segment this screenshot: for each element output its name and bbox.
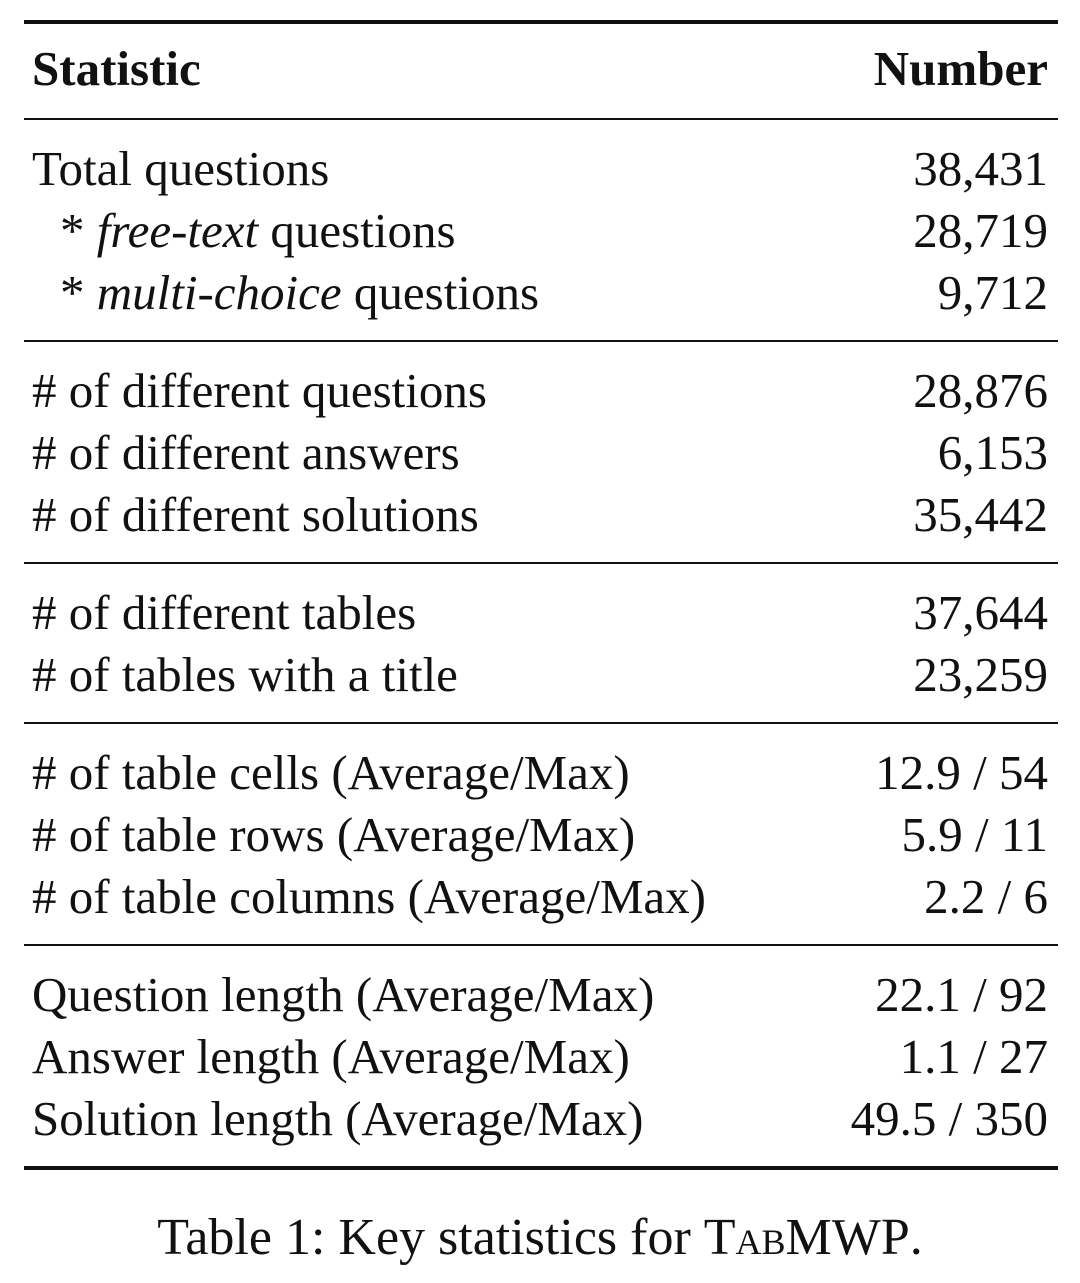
row-label: # of table columns (Average/Max)	[32, 869, 706, 924]
table-row: # of different solutions 35,442	[24, 484, 1058, 546]
row-value: 1.1 / 27	[899, 1029, 1048, 1084]
row-label: # of different solutions	[32, 487, 479, 542]
bottom-rule	[24, 1166, 1058, 1170]
table-row: Total questions 38,431	[24, 138, 1058, 200]
group-table-size: # of table cells (Average/Max) 12.9 / 54…	[24, 724, 1058, 944]
table-row: # of table columns (Average/Max) 2.2 / 6	[24, 866, 1058, 928]
caption-prefix: Table 1: Key statistics for	[157, 1209, 704, 1266]
row-label: # of different questions	[32, 363, 487, 418]
row-label-emphasis: multi-choice	[96, 265, 342, 320]
table-header: Statistic Number	[24, 24, 1058, 118]
row-label: # of table rows (Average/Max)	[32, 807, 636, 862]
row-value: 28,719	[913, 203, 1048, 258]
table-row: Answer length (Average/Max) 1.1 / 27	[24, 1026, 1058, 1088]
group-rule	[24, 722, 1058, 724]
header-rule	[24, 118, 1058, 120]
row-value: 9,712	[937, 265, 1048, 320]
row-label: # of table cells (Average/Max)	[32, 745, 630, 800]
row-value: 38,431	[913, 141, 1048, 196]
header-number: Number	[873, 41, 1048, 96]
table-caption: Table 1: Key statistics for TabMWP.	[0, 1205, 1080, 1271]
caption-dataset-name: TabMWP	[703, 1209, 910, 1266]
row-label: Total questions	[32, 141, 330, 196]
row-value: 28,876	[913, 363, 1048, 418]
row-label-suffix: questions	[258, 203, 456, 258]
group-differences: # of different questions 28,876 # of dif…	[24, 342, 1058, 562]
row-value: 49.5 / 350	[850, 1091, 1048, 1146]
row-value: 37,644	[913, 585, 1048, 640]
statistics-table: Statistic Number Total questions 38,431 …	[24, 20, 1058, 1170]
row-value: 35,442	[913, 487, 1048, 542]
group-question-counts: Total questions 38,431 * free-text quest…	[24, 120, 1058, 340]
row-label: Question length (Average/Max)	[32, 967, 655, 1022]
table-row: # of table cells (Average/Max) 12.9 / 54	[24, 742, 1058, 804]
row-label-emphasis: free-text	[96, 203, 259, 258]
row-label: Solution length (Average/Max)	[32, 1091, 644, 1146]
group-rule	[24, 562, 1058, 564]
table-row: Solution length (Average/Max) 49.5 / 350	[24, 1088, 1058, 1150]
caption-suffix: .	[909, 1209, 923, 1266]
row-value: 6,153	[937, 425, 1048, 480]
row-label: # of tables with a title	[32, 647, 458, 702]
group-rule	[24, 944, 1058, 946]
row-label-prefix: *	[60, 203, 97, 258]
row-label: # of different tables	[32, 585, 417, 640]
table-row: # of tables with a title 23,259	[24, 644, 1058, 706]
table-row: # of table rows (Average/Max) 5.9 / 11	[24, 804, 1058, 866]
row-label: # of different answers	[32, 425, 460, 480]
row-label: Answer length (Average/Max)	[32, 1029, 630, 1084]
table-row: # of different answers 6,153	[24, 422, 1058, 484]
row-value: 22.1 / 92	[875, 967, 1048, 1022]
table-row: Question length (Average/Max) 22.1 / 92	[24, 964, 1058, 1026]
row-value: 5.9 / 11	[901, 807, 1048, 862]
group-rule	[24, 340, 1058, 342]
row-label-suffix: questions	[341, 265, 540, 320]
row-label-prefix: *	[60, 265, 97, 320]
row-label: * multi-choice questions	[60, 262, 539, 324]
table-row: # of different questions 28,876	[24, 360, 1058, 422]
header-statistic: Statistic	[32, 41, 201, 96]
row-value: 12.9 / 54	[875, 745, 1048, 800]
group-lengths: Question length (Average/Max) 22.1 / 92 …	[24, 946, 1058, 1166]
row-label: * free-text questions	[60, 200, 456, 262]
table-row: # of different tables 37,644	[24, 582, 1058, 644]
table-row: * free-text questions 28,719	[24, 200, 1058, 262]
group-tables: # of different tables 37,644 # of tables…	[24, 564, 1058, 722]
top-rule	[24, 20, 1058, 24]
row-value: 23,259	[913, 647, 1048, 702]
row-value: 2.2 / 6	[924, 869, 1048, 924]
table-row: * multi-choice questions 9,712	[24, 262, 1058, 324]
